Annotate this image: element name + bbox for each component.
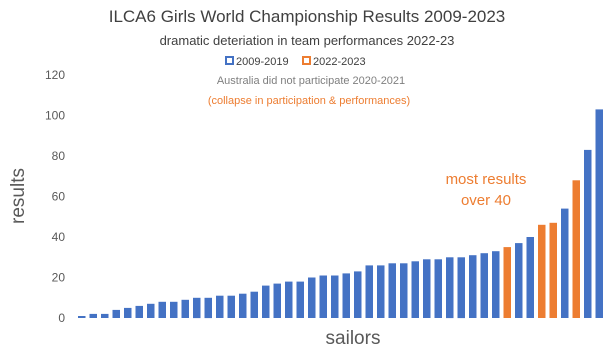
bar [354, 271, 362, 318]
legend-label-2009-2019: 2009-2019 [236, 56, 289, 68]
y-tick-label: 120 [45, 68, 65, 82]
legend-label-2022-2023: 2022-2023 [313, 56, 366, 68]
y-tick-label: 40 [52, 230, 66, 244]
bar [423, 259, 431, 318]
bar [411, 261, 419, 318]
bar [101, 313, 109, 318]
bar [365, 265, 373, 318]
bar [400, 263, 408, 318]
bar [124, 307, 132, 318]
bar [170, 301, 178, 318]
legend: 2009-2019 2022-2023 [225, 56, 366, 68]
bar [388, 263, 396, 318]
bar [538, 224, 546, 318]
bar [112, 309, 120, 318]
bar [561, 208, 569, 318]
bar [158, 301, 166, 318]
bar [204, 297, 212, 319]
bar [181, 299, 189, 318]
bar [342, 273, 350, 318]
chart-title: ILCA6 Girls World Championship Results 2… [109, 7, 506, 26]
bar [526, 237, 534, 318]
bar [492, 251, 500, 318]
bar [515, 243, 523, 318]
bar [446, 257, 454, 319]
y-tick-label: 60 [52, 190, 66, 204]
y-axis-label: results [8, 168, 29, 224]
bar [216, 295, 224, 318]
bar [319, 275, 327, 318]
bar [434, 259, 442, 318]
bar [135, 305, 143, 318]
bar [457, 257, 465, 319]
y-tick-label: 100 [45, 109, 65, 123]
y-tick-label: 80 [52, 149, 66, 163]
bar [469, 255, 477, 318]
bar [572, 180, 580, 318]
bar [331, 275, 339, 318]
bar [296, 281, 304, 318]
note-australia: Australia did not participate 2020-2021 [217, 75, 405, 87]
y-axis: 0 20 40 60 80 100 120 [45, 68, 65, 325]
legend-swatch-2009-2019 [225, 56, 234, 65]
bar [78, 316, 86, 318]
bar [377, 265, 385, 318]
bar [273, 283, 281, 318]
x-axis-label: sailors [326, 328, 381, 349]
chart-subtitle: dramatic deteriation in team performance… [160, 33, 455, 48]
bar [250, 291, 258, 318]
bar [285, 281, 293, 318]
bar [239, 293, 247, 318]
bars [78, 109, 603, 319]
legend-swatch-2022-2023 [302, 56, 311, 65]
y-tick-label: 20 [52, 271, 66, 285]
bar [549, 222, 557, 318]
bar [584, 149, 592, 318]
bar [227, 295, 235, 318]
bar [193, 297, 201, 319]
y-tick-label: 0 [58, 311, 65, 325]
bar [262, 285, 270, 318]
bar [147, 303, 155, 318]
bar [308, 277, 316, 318]
bar [595, 109, 603, 319]
note-collapse: (collapse in participation & performance… [208, 95, 410, 107]
bar [480, 253, 488, 318]
annotation-line-2: over 40 [461, 192, 511, 209]
bar [503, 247, 511, 318]
bar [89, 313, 97, 318]
annotation-line-1: most results [446, 171, 527, 188]
